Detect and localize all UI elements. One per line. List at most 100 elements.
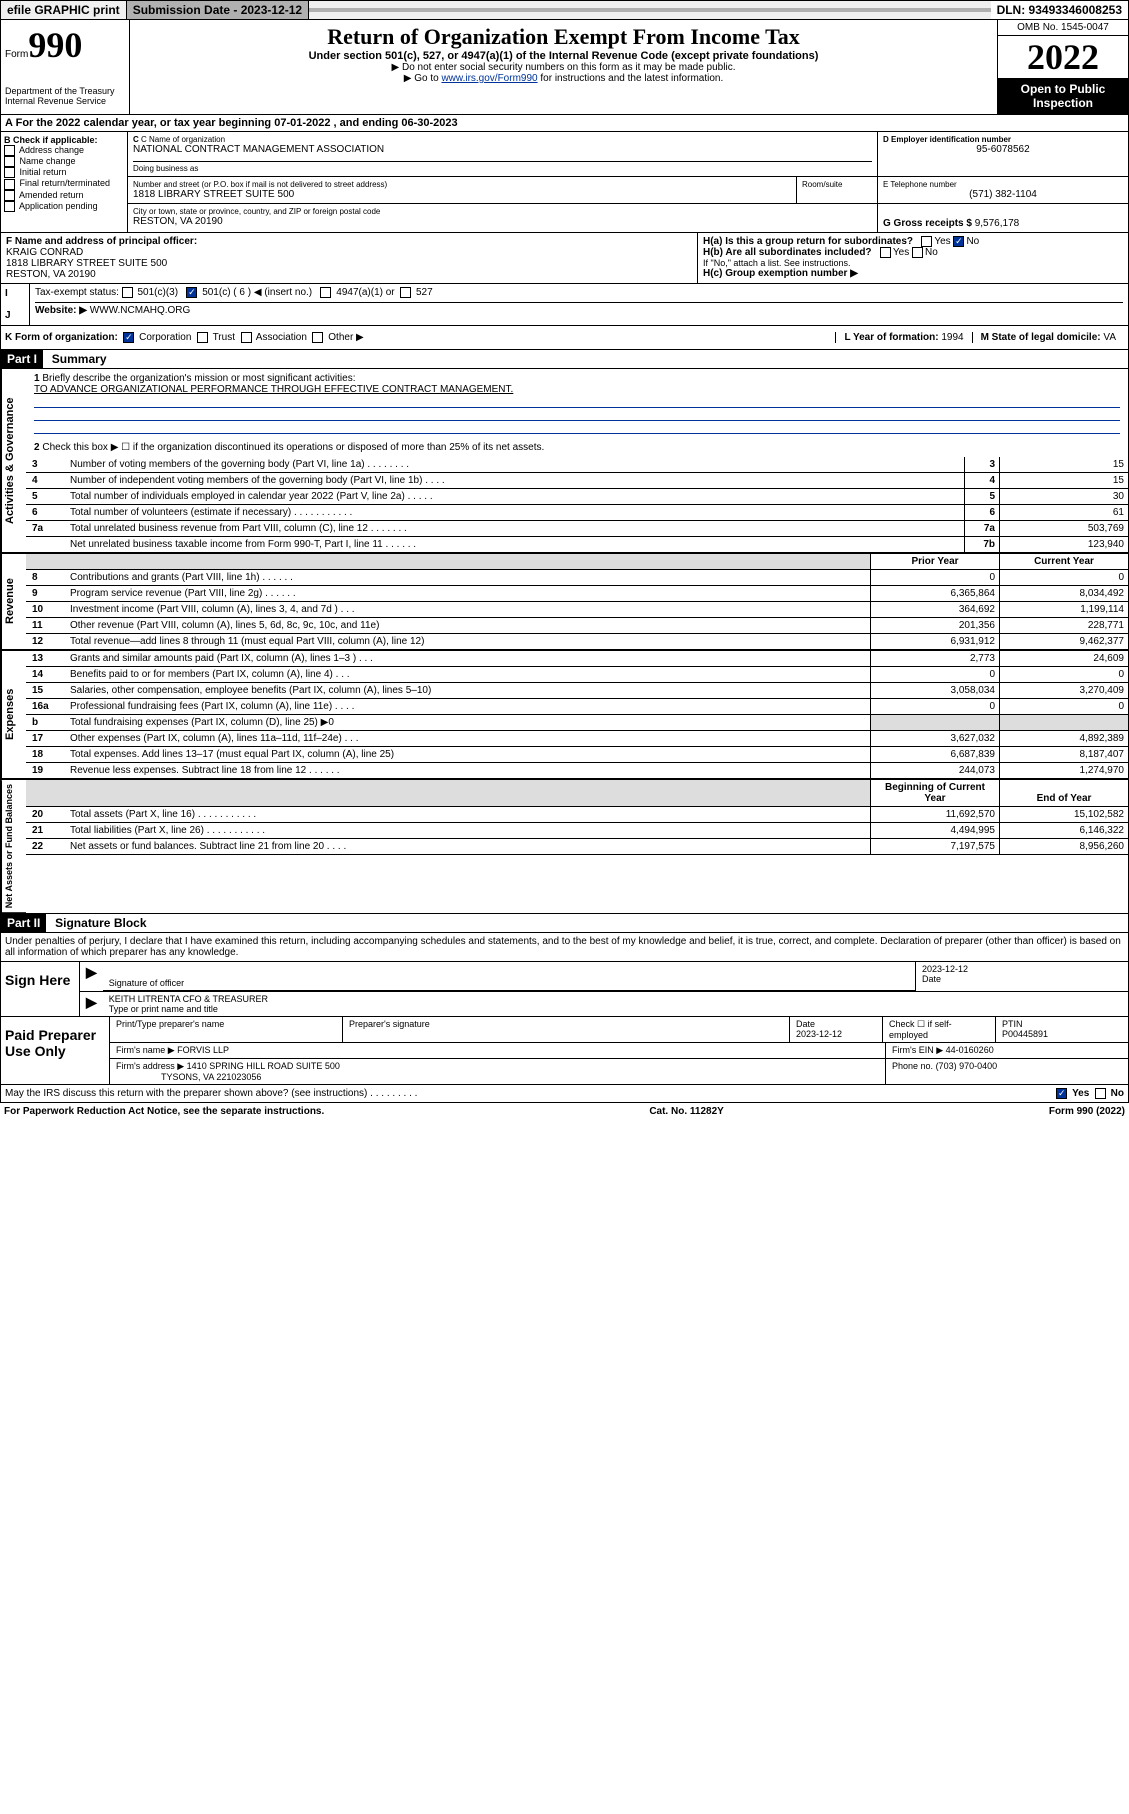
sig-date: 2023-12-12 xyxy=(922,964,1122,974)
year-formation: 1994 xyxy=(941,332,963,343)
hb-yes[interactable] xyxy=(880,247,891,258)
current-value: 0 xyxy=(1000,570,1129,586)
line-num: 11 xyxy=(26,618,66,634)
line-num: b xyxy=(26,715,66,731)
f-label: F Name and address of principal officer: xyxy=(6,236,197,247)
current-value: 3,270,409 xyxy=(1000,683,1129,699)
footer-pra: For Paperwork Reduction Act Notice, see … xyxy=(4,1106,324,1117)
may-discuss: May the IRS discuss this return with the… xyxy=(5,1088,417,1099)
k-assoc[interactable] xyxy=(241,332,252,343)
may-yes-checkbox[interactable] xyxy=(1056,1088,1067,1099)
ein: 95-6078562 xyxy=(883,144,1123,155)
prep-date-cell: Date2023-12-12 xyxy=(790,1017,883,1042)
firm-addr-cell: Firm's address ▶ 1410 SPRING HILL ROAD S… xyxy=(110,1059,886,1084)
line-num: 3 xyxy=(26,457,66,473)
prior-value: 11,692,570 xyxy=(871,807,1000,823)
i-4947[interactable] xyxy=(320,287,331,298)
prior-value: 6,931,912 xyxy=(871,634,1000,650)
street-cell: Number and street (or P.O. box if mail i… xyxy=(128,177,796,203)
checkbox-final-return[interactable] xyxy=(4,179,15,190)
line-desc: Investment income (Part VIII, column (A)… xyxy=(66,602,871,618)
line2-text: Check this box ▶ ☐ if the organization d… xyxy=(42,442,544,453)
line-desc: Professional fundraising fees (Part IX, … xyxy=(66,699,871,715)
current-value: 0 xyxy=(1000,667,1129,683)
checkbox-name-change[interactable] xyxy=(4,156,15,167)
part1-body: Activities & Governance 1 Briefly descri… xyxy=(0,369,1129,554)
prior-value: 364,692 xyxy=(871,602,1000,618)
omb: OMB No. 1545-0047 xyxy=(998,20,1128,36)
irs-link[interactable]: www.irs.gov/Form990 xyxy=(441,73,537,84)
d-label: D Employer identification number xyxy=(883,135,1011,144)
i-501c[interactable] xyxy=(186,287,197,298)
paid-preparer-label: Paid Preparer Use Only xyxy=(1,1017,110,1084)
line-num: 17 xyxy=(26,731,66,747)
line-value: 15 xyxy=(1000,473,1129,489)
dba-label: Doing business as xyxy=(133,161,872,173)
k-cell: K Form of organization: Corporation Trus… xyxy=(5,332,835,343)
l-cell: L Year of formation: 1994 xyxy=(835,332,971,343)
firm-addr-label: Firm's address ▶ xyxy=(116,1061,184,1071)
i-527[interactable] xyxy=(400,287,411,298)
current-value: 8,187,407 xyxy=(1000,747,1129,763)
prior-value: 3,058,034 xyxy=(871,683,1000,699)
dln: DLN: 93493346008253 xyxy=(991,1,1128,19)
current-value: 24,609 xyxy=(1000,651,1129,667)
street: 1818 LIBRARY STREET SUITE 500 xyxy=(133,189,791,200)
phone-label: Phone no. xyxy=(892,1061,933,1071)
line-num: 18 xyxy=(26,747,66,763)
ha-yes[interactable] xyxy=(921,236,932,247)
governance-table: 3 Number of voting members of the govern… xyxy=(26,457,1128,553)
section-fh: F Name and address of principal officer:… xyxy=(0,233,1129,284)
line-desc: Salaries, other compensation, employee b… xyxy=(66,683,871,699)
checkbox-address-change[interactable] xyxy=(4,145,15,156)
line-desc: Other expenses (Part IX, column (A), lin… xyxy=(66,731,871,747)
revenue-table: Prior Year Current Year8 Contributions a… xyxy=(26,554,1128,650)
mission-line xyxy=(34,408,1120,421)
line-desc: Total expenses. Add lines 13–17 (must eq… xyxy=(66,747,871,763)
header-spacer xyxy=(26,554,66,570)
current-value: 1,274,970 xyxy=(1000,763,1129,779)
dept: Department of the Treasury xyxy=(5,86,125,96)
mission-line xyxy=(34,395,1120,408)
current-value: 15,102,582 xyxy=(1000,807,1129,823)
expenses-table: 13 Grants and similar amounts paid (Part… xyxy=(26,651,1128,779)
prior-value: 6,365,864 xyxy=(871,586,1000,602)
firm-ein-cell: Firm's EIN ▶ 44-0160260 xyxy=(886,1043,1128,1058)
officer-addr1: 1818 LIBRARY STREET SUITE 500 xyxy=(6,258,167,269)
prior-value: 2,773 xyxy=(871,651,1000,667)
line-num: 22 xyxy=(26,839,66,855)
line-num: 20 xyxy=(26,807,66,823)
section-ij: IJ Tax-exempt status: 501(c)(3) 501(c) (… xyxy=(0,284,1129,326)
hb-no[interactable] xyxy=(912,247,923,258)
l-label: L Year of formation: xyxy=(844,332,938,343)
ha-no[interactable] xyxy=(953,236,964,247)
part2-title: Signature Block xyxy=(49,916,146,930)
checkbox-amended-return[interactable] xyxy=(4,190,15,201)
k-trust[interactable] xyxy=(197,332,208,343)
current-value: 6,146,322 xyxy=(1000,823,1129,839)
checkbox-application-pending[interactable] xyxy=(4,201,15,212)
i-501c3[interactable] xyxy=(122,287,133,298)
firm-name: FORVIS LLP xyxy=(177,1045,229,1055)
checkbox-initial-return[interactable] xyxy=(4,167,15,178)
f-cell: F Name and address of principal officer:… xyxy=(1,233,698,283)
k-other[interactable] xyxy=(312,332,323,343)
part1-header: Part I Summary xyxy=(0,350,1129,369)
sub3-post: for instructions and the latest informat… xyxy=(538,73,724,84)
hb-note: If "No," attach a list. See instructions… xyxy=(703,258,1123,268)
line-box: 7b xyxy=(965,537,1000,553)
k-corp[interactable] xyxy=(123,332,134,343)
prior-value: 0 xyxy=(871,570,1000,586)
ha-no-label: No xyxy=(966,236,979,247)
line-num: 14 xyxy=(26,667,66,683)
line-num xyxy=(26,537,66,553)
line-desc: Total fundraising expenses (Part IX, col… xyxy=(66,715,871,731)
may-no-checkbox[interactable] xyxy=(1095,1088,1106,1099)
line-num: 6 xyxy=(26,505,66,521)
g-cell: G Gross receipts $ 9,576,178 xyxy=(877,204,1128,232)
line-num: 8 xyxy=(26,570,66,586)
sig-date-cell: 2023-12-12 Date xyxy=(915,962,1128,991)
c-name-cell: C C Name of organization NATIONAL CONTRA… xyxy=(128,132,877,176)
b-opt-2: Initial return xyxy=(20,167,67,177)
firm-ein-label: Firm's EIN ▶ xyxy=(892,1045,943,1055)
